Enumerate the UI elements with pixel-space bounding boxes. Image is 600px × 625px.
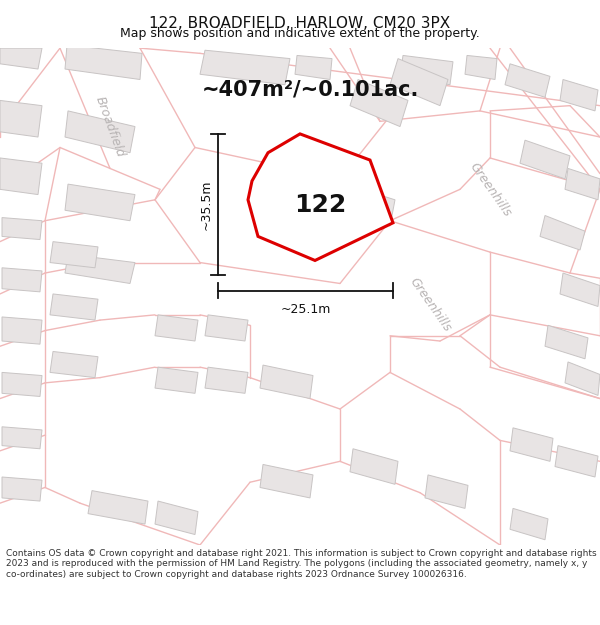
Polygon shape bbox=[65, 111, 135, 152]
Text: Map shows position and indicative extent of the property.: Map shows position and indicative extent… bbox=[120, 28, 480, 41]
Polygon shape bbox=[205, 315, 248, 341]
Polygon shape bbox=[565, 362, 600, 396]
Text: Greenhills: Greenhills bbox=[407, 275, 454, 334]
Polygon shape bbox=[200, 50, 290, 85]
Polygon shape bbox=[65, 254, 135, 284]
Polygon shape bbox=[0, 101, 42, 137]
Polygon shape bbox=[350, 79, 408, 127]
Polygon shape bbox=[155, 315, 198, 341]
Polygon shape bbox=[50, 242, 98, 268]
Polygon shape bbox=[520, 140, 570, 179]
Polygon shape bbox=[2, 317, 42, 344]
Polygon shape bbox=[540, 216, 585, 250]
Polygon shape bbox=[510, 428, 553, 461]
Polygon shape bbox=[248, 134, 393, 261]
Polygon shape bbox=[65, 45, 142, 79]
Text: 122, BROADFIELD, HARLOW, CM20 3PX: 122, BROADFIELD, HARLOW, CM20 3PX bbox=[149, 16, 451, 31]
Polygon shape bbox=[260, 464, 313, 498]
Polygon shape bbox=[205, 367, 248, 393]
Polygon shape bbox=[390, 59, 448, 106]
Polygon shape bbox=[560, 273, 600, 306]
Polygon shape bbox=[510, 508, 548, 540]
Text: 122: 122 bbox=[294, 193, 346, 217]
Polygon shape bbox=[50, 294, 98, 320]
Text: Greenhills: Greenhills bbox=[467, 160, 514, 219]
Polygon shape bbox=[290, 192, 340, 231]
Polygon shape bbox=[425, 475, 468, 508]
Polygon shape bbox=[0, 158, 42, 194]
Polygon shape bbox=[545, 326, 588, 359]
Polygon shape bbox=[155, 367, 198, 393]
Polygon shape bbox=[400, 56, 453, 85]
Polygon shape bbox=[260, 365, 313, 399]
Polygon shape bbox=[340, 184, 395, 226]
Polygon shape bbox=[505, 64, 550, 98]
Polygon shape bbox=[0, 48, 42, 69]
Polygon shape bbox=[565, 168, 600, 200]
Text: Broadfield: Broadfield bbox=[93, 94, 127, 159]
Polygon shape bbox=[2, 477, 42, 501]
Polygon shape bbox=[155, 501, 198, 534]
Text: ~25.1m: ~25.1m bbox=[280, 303, 331, 316]
Polygon shape bbox=[560, 79, 598, 111]
Polygon shape bbox=[350, 449, 398, 484]
Polygon shape bbox=[555, 446, 598, 477]
Polygon shape bbox=[50, 351, 98, 378]
Polygon shape bbox=[88, 491, 148, 524]
Polygon shape bbox=[2, 217, 42, 239]
Text: Contains OS data © Crown copyright and database right 2021. This information is : Contains OS data © Crown copyright and d… bbox=[6, 549, 596, 579]
Polygon shape bbox=[2, 427, 42, 449]
Polygon shape bbox=[2, 268, 42, 292]
Text: ~35.5m: ~35.5m bbox=[200, 179, 213, 230]
Polygon shape bbox=[2, 372, 42, 396]
Polygon shape bbox=[465, 56, 497, 79]
Polygon shape bbox=[65, 184, 135, 221]
Polygon shape bbox=[295, 56, 332, 79]
Text: ~407m²/~0.101ac.: ~407m²/~0.101ac. bbox=[202, 80, 419, 100]
